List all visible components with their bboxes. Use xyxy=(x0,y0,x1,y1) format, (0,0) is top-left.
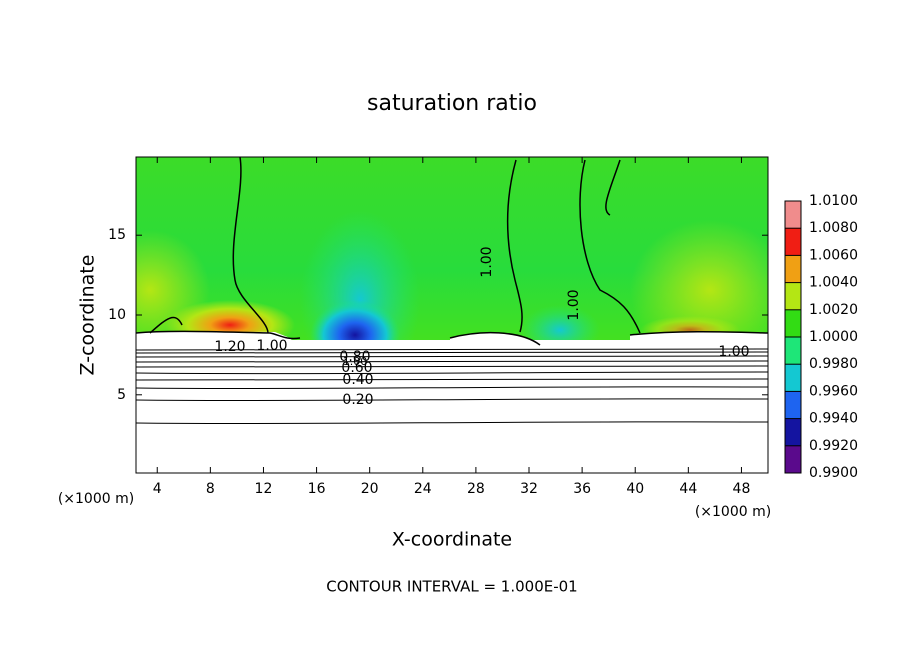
colorbar-band xyxy=(785,309,801,337)
colorbar-band xyxy=(785,201,801,229)
contour-label: 1.20 xyxy=(214,339,245,355)
colorbar-band xyxy=(785,282,801,310)
annotation: CONTOUR INTERVAL = 1.000E-01 xyxy=(326,578,577,596)
x-tick-label: 24 xyxy=(414,481,432,497)
colorbar-band xyxy=(785,391,801,419)
x-tick-label: 20 xyxy=(361,481,379,497)
colorbar-tick-label: 0.9920 xyxy=(809,438,858,454)
field xyxy=(136,157,768,473)
y-tick-label: 15 xyxy=(108,227,126,243)
x-tick-label: 12 xyxy=(255,481,273,497)
colorbar-tick-label: 1.0080 xyxy=(809,220,858,236)
colorbar-band xyxy=(785,445,801,473)
colorbar-tick-label: 1.0020 xyxy=(809,302,858,318)
colorbar-band xyxy=(785,337,801,365)
colorbar-band xyxy=(785,228,801,256)
contour-label: 0.60 xyxy=(341,360,372,376)
x-tick-label: 8 xyxy=(206,481,215,497)
colorbar-tick-label: 0.9940 xyxy=(809,411,858,427)
contour-label: 1.00 xyxy=(566,289,582,320)
contour-label: 0.40 xyxy=(342,372,373,388)
colorbar-band xyxy=(785,364,801,392)
y-tick-label: 10 xyxy=(108,307,126,323)
x-axis-label: X-coordinate xyxy=(392,529,512,551)
contour-label: 1.00 xyxy=(343,355,368,368)
contour-label: 0.20 xyxy=(342,392,373,408)
colorbar-band xyxy=(785,255,801,283)
contour-label: 0.80 xyxy=(339,349,370,365)
contour-label: 1.00 xyxy=(718,344,749,360)
colorbar-band xyxy=(785,418,801,446)
x-tick-label: 16 xyxy=(308,481,326,497)
x-tick-label: 48 xyxy=(733,481,751,497)
colorbar-tick-label: 1.0040 xyxy=(809,275,858,291)
x-tick-label: 28 xyxy=(467,481,485,497)
x-tick-label: 44 xyxy=(679,481,697,497)
x-tick-label: 4 xyxy=(153,481,162,497)
colorbar-tick-label: 0.9980 xyxy=(809,356,858,372)
contour-label: 1.00 xyxy=(479,246,495,277)
x-tick-label: 36 xyxy=(573,481,591,497)
colorbar-tick-label: 0.9960 xyxy=(809,383,858,399)
x-unit-label: (×1000 m) xyxy=(58,491,134,507)
colorbar-tick-label: 1.0100 xyxy=(809,193,858,209)
contour-label: 1.00 xyxy=(256,338,287,354)
y-tick-label: 5 xyxy=(117,387,126,403)
x-tick-label: 32 xyxy=(520,481,538,497)
colorbar-tick-label: 1.0060 xyxy=(809,247,858,263)
chart-title: saturation ratio xyxy=(367,91,537,116)
colorbar-tick-label: 1.0000 xyxy=(809,329,858,345)
x-tick-label: 40 xyxy=(626,481,644,497)
y-axis-label: Z-coordinate xyxy=(77,255,99,376)
x-unit-label: (×1000 m) xyxy=(695,504,771,520)
colorbar-tick-label: 0.9900 xyxy=(809,465,858,481)
